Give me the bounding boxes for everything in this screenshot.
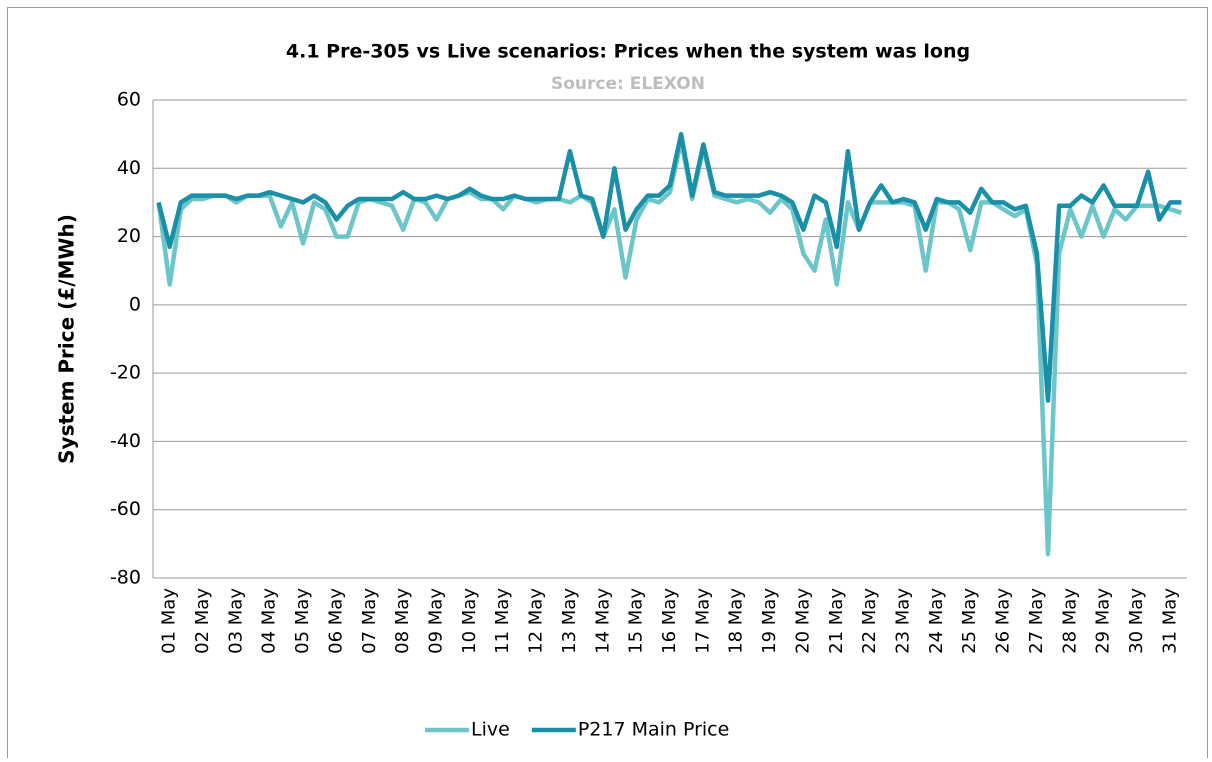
x-tick-label: 18 May <box>726 588 747 654</box>
x-tick-label: 19 May <box>759 588 780 654</box>
x-tick-label: 25 May <box>959 588 980 654</box>
x-tick-label: 07 May <box>359 588 380 654</box>
x-tick-label: 26 May <box>993 588 1014 654</box>
y-tick-label: 40 <box>117 157 141 179</box>
y-tick-label: -60 <box>110 498 141 520</box>
chart-subtitle: Source: ELEXON <box>551 74 705 94</box>
x-tick-label: 02 May <box>192 588 213 654</box>
x-tick-label: 13 May <box>559 588 580 654</box>
x-tick-label: 29 May <box>1093 588 1114 654</box>
x-tick-label: 24 May <box>926 588 947 654</box>
y-tick-label: -20 <box>110 362 141 384</box>
x-tick-label: 05 May <box>292 588 313 654</box>
x-tick-label: 08 May <box>392 588 413 654</box>
x-tick-label: 16 May <box>659 588 680 654</box>
x-tick-label: 31 May <box>1159 588 1180 654</box>
frame <box>7 7 1208 762</box>
x-tick-label: 20 May <box>792 588 813 654</box>
x-tick-label: 27 May <box>1026 588 1047 654</box>
x-tick-label: 12 May <box>526 588 547 654</box>
x-tick-label: 14 May <box>592 588 613 654</box>
y-tick-label: -80 <box>110 567 141 589</box>
x-tick-label: 21 May <box>826 588 847 654</box>
x-tick-label: 04 May <box>259 588 280 654</box>
x-tick-label: 17 May <box>692 588 713 654</box>
x-tick-label: 23 May <box>892 588 913 654</box>
y-tick-label: 60 <box>117 89 141 111</box>
y-tick-label: -40 <box>110 430 141 452</box>
y-tick-label: 20 <box>117 225 141 247</box>
series-line <box>156 131 1182 403</box>
y-axis-label: System Price (£/MWh) <box>55 214 79 464</box>
x-tick-label: 15 May <box>626 588 647 654</box>
chart-title: 4.1 Pre-305 vs Live scenarios: Prices wh… <box>286 41 970 63</box>
series-line <box>156 138 1183 557</box>
legend-label: P217 Main Price <box>578 719 730 741</box>
y-tick-label: 0 <box>129 293 141 315</box>
x-tick-label: 22 May <box>859 588 880 654</box>
x-tick-label: 03 May <box>225 588 246 654</box>
x-tick-label: 09 May <box>426 588 447 654</box>
x-tick-label: 11 May <box>492 588 513 654</box>
x-tick-label: 30 May <box>1126 588 1147 654</box>
x-tick-label: 28 May <box>1059 588 1080 654</box>
x-tick-label: 06 May <box>325 588 346 654</box>
x-tick-label: 10 May <box>459 588 480 654</box>
legend-label: Live <box>471 719 510 741</box>
x-tick-label: 01 May <box>159 588 180 654</box>
